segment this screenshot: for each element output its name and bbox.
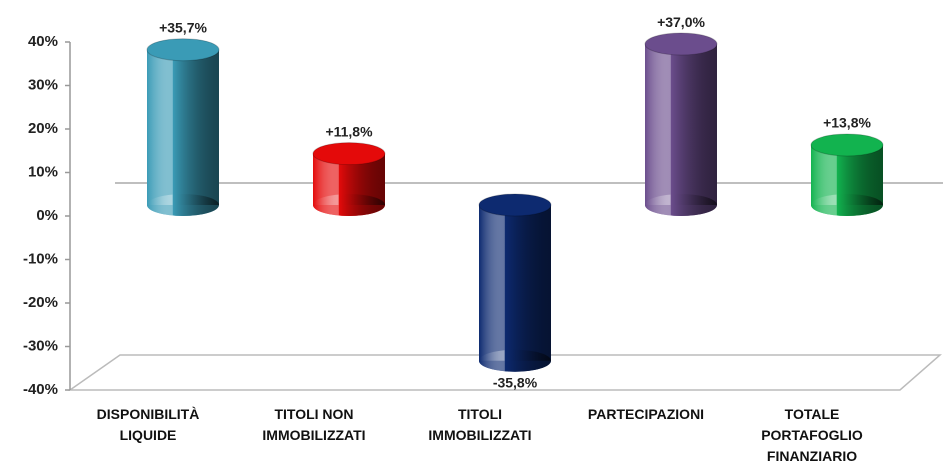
value-label: +37,0% xyxy=(657,14,705,30)
y-tick-label: 40% xyxy=(28,33,58,50)
y-tick-label: 20% xyxy=(28,120,58,137)
x-tick-label: DISPONIBILITÀ LIQUIDE xyxy=(96,406,200,443)
x-tick-label: TITOLI NON IMMOBILIZZATI xyxy=(262,406,366,443)
y-tick-label: 0% xyxy=(36,207,58,224)
y-tick-label: 30% xyxy=(28,76,58,93)
value-label: +13,8% xyxy=(823,115,871,131)
y-tick-label: 10% xyxy=(28,163,58,180)
floor xyxy=(67,354,942,391)
y-tick-label: -20% xyxy=(23,294,58,311)
y-tick-label: -30% xyxy=(23,337,58,354)
value-label: +11,8% xyxy=(325,123,373,139)
x-tick-label: TOTALE PORTAFOGLIO FINANZIARIO xyxy=(761,406,863,464)
value-label: +35,7% xyxy=(159,19,207,35)
x-tick-label: PARTECIPAZIONI xyxy=(587,406,705,422)
y-tick-label: -10% xyxy=(23,250,58,267)
value-label: -35,8% xyxy=(493,374,538,390)
x-tick-label: TITOLI IMMOBILIZZATI xyxy=(428,406,532,443)
y-tick-label: -40% xyxy=(23,381,58,398)
bar xyxy=(810,133,884,216)
bar xyxy=(146,38,220,216)
bar xyxy=(312,142,386,216)
bar xyxy=(478,193,552,372)
bar xyxy=(644,32,718,216)
